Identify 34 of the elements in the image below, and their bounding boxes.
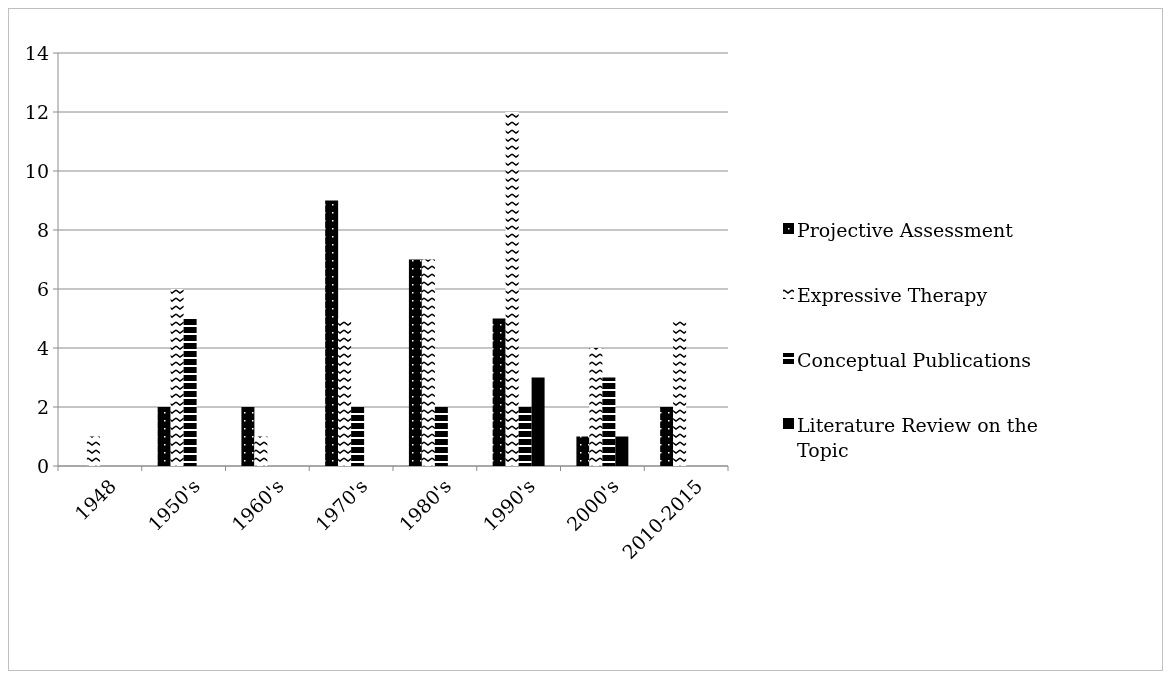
y-tick-label: 8 [36, 218, 49, 241]
bar [241, 407, 255, 466]
bar [518, 407, 532, 466]
bar [325, 200, 339, 466]
y-tick-label: 12 [24, 100, 49, 123]
bar [492, 318, 506, 466]
bar [254, 436, 268, 466]
bar [589, 348, 603, 466]
bar [421, 259, 435, 466]
bar [157, 407, 171, 466]
y-tick-label: 10 [24, 159, 49, 182]
bar [660, 407, 674, 466]
legend-label: Literature Review on the Topic [797, 413, 1038, 462]
y-tick-label: 2 [36, 395, 49, 418]
legend-label: Projective Assessment [797, 218, 1014, 241]
legend-label: Expressive Therapy [797, 283, 988, 306]
y-tick-label: 0 [36, 454, 49, 477]
bar [408, 259, 422, 466]
y-tick-label: 14 [24, 41, 49, 64]
bar [673, 318, 687, 466]
y-tick-label: 4 [36, 336, 49, 359]
bar [183, 318, 197, 466]
bar [351, 407, 365, 466]
bar [602, 377, 616, 466]
bar [170, 289, 184, 466]
bar [338, 318, 352, 466]
bar [576, 436, 590, 466]
bar [505, 112, 519, 466]
legend-label: Conceptual Publications [797, 348, 1032, 371]
bar [531, 377, 545, 466]
y-tick-label: 6 [36, 277, 49, 300]
bar [615, 436, 629, 466]
bar [434, 407, 448, 466]
bar [86, 436, 100, 466]
